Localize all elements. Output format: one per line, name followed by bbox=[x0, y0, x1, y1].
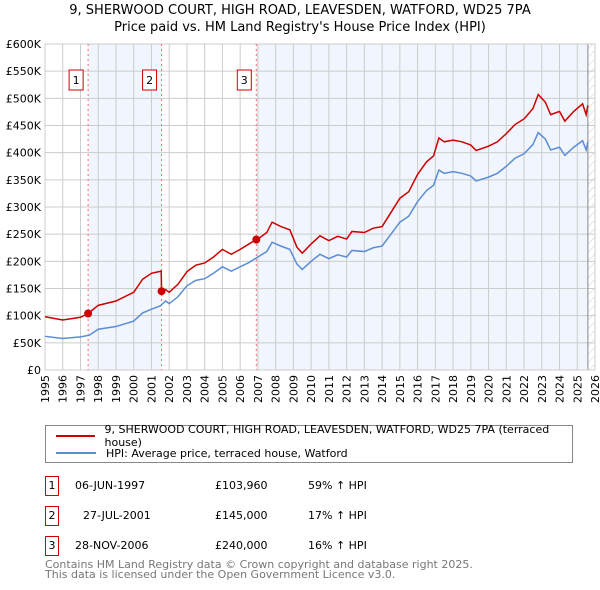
x-tick-label: 2021 bbox=[500, 375, 513, 403]
x-tick-label: 2022 bbox=[518, 375, 531, 403]
x-tick-label: 2009 bbox=[287, 375, 300, 403]
sale-date: 06-JUN-1997 bbox=[75, 479, 146, 492]
x-tick-label: 2020 bbox=[483, 375, 496, 403]
y-tick-label: £600K bbox=[6, 38, 42, 51]
y-tick-label: £550K bbox=[6, 65, 42, 78]
sale-point bbox=[84, 309, 93, 318]
x-tick-label: 1997 bbox=[74, 375, 87, 403]
sale-price: £240,000 bbox=[215, 539, 268, 552]
chart-subtitle: Price paid vs. HM Land Registry's House … bbox=[114, 20, 486, 35]
x-tick-label: 2015 bbox=[394, 375, 407, 403]
x-tick-label: 2016 bbox=[412, 375, 425, 403]
x-tick-label: 2000 bbox=[128, 375, 141, 403]
footer-line1: Contains HM Land Registry data © Crown c… bbox=[45, 558, 473, 571]
y-tick-label: £250K bbox=[6, 228, 42, 241]
x-tick-label: 2004 bbox=[199, 375, 212, 403]
sale-marker-label: 3 bbox=[241, 74, 248, 87]
x-tick-label: 2019 bbox=[465, 375, 478, 403]
x-tick-label: 2011 bbox=[323, 375, 336, 403]
y-tick-label: £150K bbox=[6, 283, 42, 296]
sale-badge: 2 bbox=[45, 506, 59, 526]
x-tick-label: 2002 bbox=[163, 375, 176, 403]
y-tick-label: £300K bbox=[6, 201, 42, 214]
sale-marker-label: 2 bbox=[146, 74, 153, 87]
y-tick-label: £400K bbox=[6, 147, 42, 160]
x-tick-label: 2003 bbox=[181, 375, 194, 403]
y-tick-label: £50K bbox=[13, 337, 42, 350]
legend-hpi: HPI: Average price, terraced house, Watf… bbox=[106, 446, 348, 460]
sale-marker-box bbox=[68, 69, 84, 91]
x-tick-label: 2014 bbox=[376, 375, 389, 403]
x-tick-label: 2024 bbox=[554, 375, 567, 403]
hpi-line bbox=[44, 131, 589, 340]
legend-property: 9, SHERWOOD COURT, HIGH ROAD, LEAVESDEN,… bbox=[104, 423, 550, 449]
price-chart: 1995 1996 1997 1998 1999 2000 2001 2002 2003 2004… bbox=[6, 38, 600, 403]
x-tick-label: 2026 bbox=[589, 375, 600, 403]
sale-row: 1 06-JUN-1997 £103,960 59% ↑ HPI bbox=[45, 476, 445, 496]
sale-badge: 1 bbox=[45, 476, 59, 496]
sale-hpi-diff: 16% ↑ HPI bbox=[308, 539, 367, 552]
chart-title: 9, SHERWOOD COURT, HIGH ROAD, LEAVESDEN,… bbox=[69, 3, 531, 18]
x-tick-label: 2007 bbox=[252, 375, 265, 403]
sale-date: 27-JUL-2001 bbox=[83, 509, 151, 522]
x-tick-label: 2008 bbox=[270, 375, 283, 403]
sale-price: £103,960 bbox=[215, 479, 268, 492]
x-tick-label: 2023 bbox=[536, 375, 549, 403]
sale-marker-box bbox=[236, 69, 252, 91]
x-tick-label: 2013 bbox=[358, 375, 371, 403]
x-tick-label: 2005 bbox=[216, 375, 229, 403]
x-tick-label: 1998 bbox=[92, 375, 105, 403]
sale-price: £145,000 bbox=[215, 509, 268, 522]
sale-hpi-diff: 59% ↑ HPI bbox=[308, 479, 367, 492]
x-tick-label: 2001 bbox=[145, 375, 158, 403]
x-tick-label: 2006 bbox=[234, 375, 247, 403]
plot-border bbox=[44, 43, 596, 371]
y-tick-label: £200K bbox=[6, 255, 42, 268]
sale-hpi-diff: 17% ↑ HPI bbox=[308, 509, 367, 522]
y-tick-label: £100K bbox=[6, 310, 42, 323]
sale-row: 3 28-NOV-2006 £240,000 16% ↑ HPI bbox=[45, 536, 445, 556]
y-tick-label: £350K bbox=[6, 174, 42, 187]
sale-point bbox=[157, 287, 166, 296]
x-tick-label: 1995 bbox=[39, 375, 52, 403]
x-tick-label: 2018 bbox=[447, 375, 460, 403]
sale-row: 2 27-JUL-2001 £145,000 17% ↑ HPI bbox=[45, 506, 445, 526]
legend-blue-line bbox=[56, 452, 96, 454]
y-tick-label: £450K bbox=[6, 120, 42, 133]
x-tick-label: 2017 bbox=[429, 375, 442, 403]
x-tick-label: 2010 bbox=[305, 375, 318, 403]
legend-red-line bbox=[56, 435, 95, 437]
y-tick-label: £500K bbox=[6, 92, 42, 105]
sale-badge: 3 bbox=[45, 536, 59, 556]
sale-marker-label: 1 bbox=[73, 74, 80, 87]
sale-date: 28-NOV-2006 bbox=[75, 539, 149, 552]
x-tick-label: 2012 bbox=[341, 375, 354, 403]
footer: Contains HM Land Registry data © Crown c… bbox=[45, 558, 473, 581]
footer-line2: This data is licensed under the Open Gov… bbox=[45, 568, 396, 581]
x-tick-label: 2025 bbox=[571, 375, 584, 403]
legend: 9, SHERWOOD COURT, HIGH ROAD, LEAVESDEN,… bbox=[45, 423, 573, 463]
x-tick-label: 1996 bbox=[57, 375, 70, 403]
sale-point bbox=[252, 235, 261, 244]
sale-marker-box bbox=[142, 69, 158, 91]
x-tick-label: 1999 bbox=[110, 375, 123, 403]
y-tick-label: £0 bbox=[27, 364, 41, 377]
